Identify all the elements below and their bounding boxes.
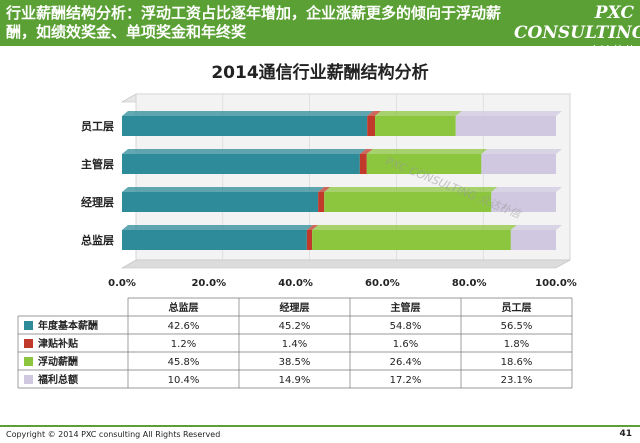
table-cell: 18.6% [501,357,533,368]
bar-segment-top [306,225,319,230]
bars [122,111,562,250]
bar-segment [122,116,368,136]
bar-segment-top [122,225,313,230]
table-cell: 45.2% [279,321,311,332]
x-tick-label: 80.0% [452,278,487,289]
page-title: 行业薪酬结构分析：浮动工资占比逐年增加，企业涨薪更多的倾向于浮动薪酬，如绩效奖金… [6,4,502,41]
table-cell: 23.1% [501,375,533,386]
copyright: Copyright © 2014 PXC consulting All Righ… [6,430,221,439]
bar-segment [318,192,325,212]
table-cell: 42.6% [168,321,200,332]
y-tick-label: 员工层 [81,120,114,133]
bar-segment-top [481,149,562,154]
table-cell: 1.4% [282,339,307,350]
x-tick-label: 0.0% [108,278,136,289]
bar-segment [122,230,307,250]
bar-segment [359,154,367,174]
table-column-header: 员工层 [502,302,532,314]
x-tick-label: 40.0% [278,278,313,289]
bar-segment-top [359,149,373,154]
x-axis-ticks: 0.0% 20.0% 40.0% 60.0% 80.0% 100.0% [108,278,577,289]
table-row-label: 福利总额 [37,373,78,386]
x-tick-label: 20.0% [191,278,226,289]
bar-segment-top [455,111,562,116]
bar-segment [367,116,376,136]
y-tick-label: 主管层 [81,157,114,171]
table-cell: 45.8% [168,357,200,368]
bar-segment [455,116,556,136]
table-cell: 1.2% [171,339,196,350]
bar-segment [122,192,319,212]
bar-segment-top [312,225,517,230]
bar-segment-top [122,111,374,116]
brand-subtitle: 众达朴信 [585,44,634,58]
table-cell: 56.5% [501,321,533,332]
legend-swatch [24,321,33,330]
bar-segment-top [491,187,562,192]
bar-segment-top [375,111,462,116]
bar-segment [481,154,556,174]
table-cell: 10.4% [168,375,200,386]
brand-name: PXC CONSULTING [514,3,640,43]
bar-segment-top [318,187,331,192]
bar-segment-top [324,187,498,192]
table-row-label: 年度基本薪酬 [38,319,98,332]
bar-segment-top [122,187,325,192]
table-row-label: 浮动薪酬 [38,355,78,368]
chart-title: 2014通信行业薪酬结构分析 [211,62,428,83]
plot-floor [120,259,572,269]
table-column-header: 总监层 [169,301,199,314]
y-tick-label: 总监层 [81,233,114,247]
bar-segment [491,192,556,212]
bar-segment [306,230,313,250]
bar-segment-top [122,149,366,154]
legend-swatch [24,357,33,366]
table-cell: 54.8% [390,321,422,332]
table-cell: 1.8% [504,339,529,350]
legend-swatch [24,375,33,384]
bar-segment [312,230,511,250]
table-cell: 26.4% [390,357,422,368]
table-cell: 1.6% [393,339,418,350]
legend-swatch [24,339,33,348]
table-row-label: 津贴补贴 [38,337,78,350]
x-tick-label: 60.0% [365,278,400,289]
bar-segment [375,116,456,136]
table-column-header: 主管层 [391,301,421,314]
page-number: 41 [619,429,632,439]
x-tick-label: 100.0% [535,278,577,289]
header-bar: 行业薪酬结构分析：浮动工资占比逐年增加，企业涨薪更多的倾向于浮动薪酬，如绩效奖金… [0,0,640,58]
bar-segment [324,192,492,212]
footer-rule [0,425,640,427]
bar-segment-top [366,149,488,154]
table-column-header: 经理层 [280,301,310,314]
table-cell: 14.9% [279,375,311,386]
bar-segment-top [367,111,382,116]
bar-segment [510,230,556,250]
brand-logo: PXC CONSULTING 众达朴信 [514,3,640,58]
bar-segment [366,154,482,174]
table-cell: 17.2% [390,375,422,386]
table-cell: 38.5% [279,357,311,368]
y-tick-label: 经理层 [81,195,114,209]
bar-segment [122,154,360,174]
bar-segment-top [510,225,562,230]
